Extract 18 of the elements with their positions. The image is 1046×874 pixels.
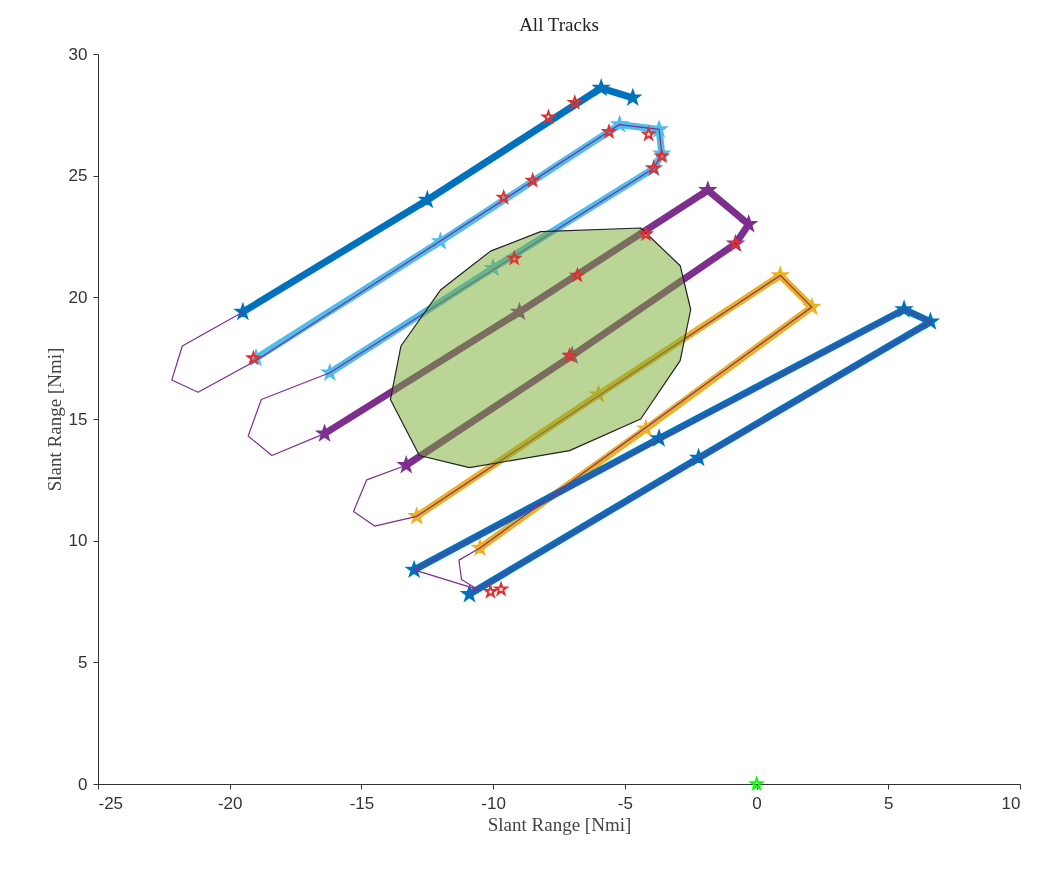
y-tick-label: 15 (68, 409, 88, 429)
y-tick-label: 5 (78, 652, 88, 672)
y-axis-title: Slant Range [Nmi] (43, 347, 65, 492)
x-tick-label: -25 (98, 793, 124, 813)
x-tick-label: 5 (884, 793, 894, 813)
x-tick-label: 0 (752, 793, 762, 813)
x-tick-label: -20 (217, 793, 243, 813)
x-axis-title: Slant Range [Nmi] (487, 813, 632, 835)
x-tick-label: -10 (481, 793, 506, 813)
x-tick-label: -15 (349, 793, 375, 813)
y-tick-label: 0 (78, 774, 88, 794)
y-tick-label: 20 (68, 287, 88, 307)
x-tick-label: -5 (617, 793, 633, 813)
y-tick-label: 25 (68, 166, 88, 186)
y-tick-label: 10 (68, 531, 88, 551)
chart-title: All Tracks (519, 14, 599, 35)
x-tick-label: 10 (1001, 793, 1021, 813)
y-tick-label: 30 (68, 44, 88, 64)
